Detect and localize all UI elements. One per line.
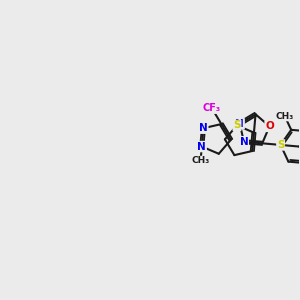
Text: CF₃: CF₃ <box>203 103 221 113</box>
Text: S: S <box>277 140 284 150</box>
Text: CH₃: CH₃ <box>276 112 294 121</box>
Text: CH₃: CH₃ <box>191 156 210 165</box>
Text: N: N <box>197 142 206 152</box>
Text: N: N <box>236 119 244 129</box>
Text: N: N <box>239 137 248 147</box>
Text: S: S <box>233 120 241 130</box>
Text: N: N <box>199 123 208 133</box>
Text: O: O <box>265 122 274 131</box>
